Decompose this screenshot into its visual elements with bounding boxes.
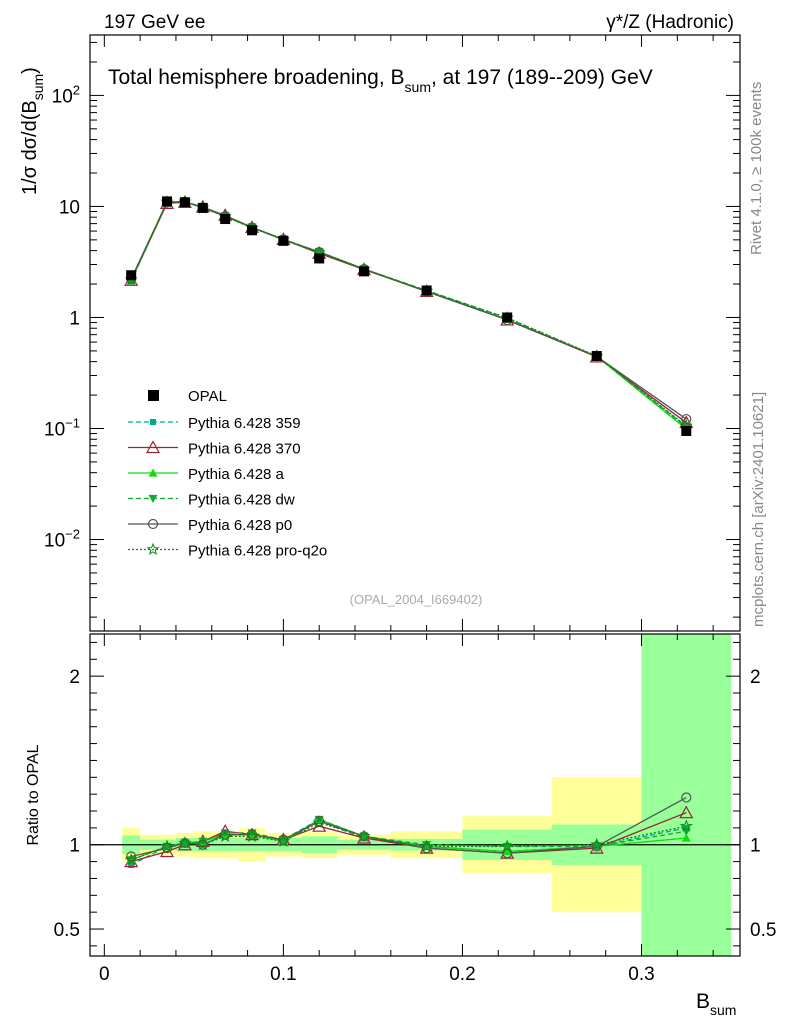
legend-entry-1: Pythia 6.428 370 [128, 440, 301, 458]
legend-label-4: Pythia 6.428 p0 [188, 517, 292, 534]
opal-data-point [220, 214, 231, 225]
ratio-tick-label-right: 1 [750, 836, 761, 857]
series-4-ratio-point [681, 792, 692, 803]
series-2-ratio-point [502, 846, 512, 856]
series-3-ratio-point [220, 829, 230, 838]
series-5-ratio-point [357, 829, 371, 842]
legend-entry-2: Pythia 6.428 a [128, 466, 285, 483]
ratio-plot-frame [89, 633, 741, 957]
series-3-ratio-point [247, 829, 257, 838]
opal-data-point [591, 350, 602, 361]
x-axis-label: Bsum [696, 990, 736, 1018]
series-5-ratio-point [590, 837, 604, 851]
series-3-ratio-point [314, 815, 324, 824]
opal-data-point [681, 425, 692, 436]
legend-label-2: Pythia 6.428 a [188, 466, 285, 483]
legend-marker-opal [148, 390, 159, 401]
series-5-ratio-point [160, 839, 174, 853]
legend-label-opal: OPAL [188, 388, 227, 405]
series-4-point [681, 413, 692, 425]
series-5-ratio-point [245, 829, 259, 843]
opal-data-point [358, 266, 369, 277]
ratio-tick-label: 0.5 [54, 920, 80, 941]
main-plot-frame [89, 34, 741, 632]
energy-label: 197 GeV ee [104, 12, 205, 33]
ratio-tick-label: 1 [69, 836, 80, 857]
series-5-ratio-point [312, 815, 326, 829]
y-axis-label: 1/σ dσ/d(Bsum) [19, 67, 46, 195]
y-tick-label: 10−1 [44, 415, 80, 440]
opal-data-point [197, 202, 208, 213]
legend-entry-3: Pythia 6.428 dw [128, 492, 295, 509]
x-tick-label: 0.1 [270, 964, 296, 985]
legend-label-5: Pythia 6.428 pro-q2o [188, 543, 327, 560]
legend-entry-0: Pythia 6.428 359 [128, 415, 301, 432]
rivet-label: Rivet 4.1.0, ≥ 100k events [748, 82, 765, 255]
legend-entry-opal: OPAL [148, 388, 227, 405]
ratio-tick-label: 2 [69, 667, 80, 688]
mcplots-label: mcplots.cern.ch [arXiv:2401.10621] [750, 392, 767, 627]
y-tick-label: 10−2 [44, 527, 80, 552]
series-5-ratio-point [124, 852, 138, 866]
opal-data-point [278, 235, 289, 246]
series-4-ratio-point [591, 841, 602, 852]
series-1-ratio-point [679, 805, 694, 819]
series-3-point [314, 248, 324, 257]
opal-data-point [247, 225, 258, 236]
series-4-ratio-point [161, 843, 173, 854]
series-4-ratio-point [126, 851, 137, 862]
series-3-ratio-point [278, 836, 288, 845]
opal-data-point [126, 270, 137, 281]
legend-marker-5 [146, 542, 160, 556]
series-5-ratio-point [196, 837, 210, 851]
y-tick-label: 1 [69, 308, 80, 329]
legend-marker-0 [150, 419, 156, 425]
opal-data-point [502, 312, 513, 323]
opal-data-point [314, 253, 325, 264]
opal-data-point [179, 197, 190, 208]
legend-marker-2 [148, 468, 158, 477]
series-5-ratio-point [419, 839, 434, 853]
legend-label-3: Pythia 6.428 dw [188, 492, 295, 509]
series-5-ratio-point [500, 839, 514, 853]
y-tick-label: 102 [52, 82, 80, 107]
series-4-ratio-point [421, 843, 432, 854]
opal-data-point [421, 285, 432, 296]
legend-marker-4 [147, 518, 159, 530]
legend-label-1: Pythia 6.428 370 [188, 441, 301, 458]
series-3-ratio-point [422, 841, 432, 850]
legend-entry-4: Pythia 6.428 p0 [128, 517, 292, 534]
legend-marker-1 [145, 440, 161, 454]
x-tick-label: 0.3 [628, 964, 654, 985]
legend-marker-3 [148, 494, 158, 503]
series-2-ratio-point [681, 833, 691, 842]
series-5-ratio-point [178, 836, 192, 849]
legend-label-0: Pythia 6.428 359 [188, 415, 301, 432]
ratio-band-inner [641, 634, 732, 956]
legend-entry-5: Pythia 6.428 pro-q2o [128, 543, 327, 560]
plot-title: Total hemisphere broadening, Bsum, at 19… [108, 66, 653, 95]
opal-data-point [161, 196, 172, 207]
x-tick-label: 0 [99, 964, 110, 985]
series-3-ratio-point [198, 837, 208, 846]
series-5-ratio-point [276, 834, 290, 847]
legend: OPAL Pythia 6.428 359 Pythia 6.428 370 Pyt… [128, 388, 327, 560]
y-tick-label: 10 [59, 197, 80, 218]
ratio-axis-label: Ratio to OPAL [25, 744, 42, 845]
ratio-tick-label-right: 0.5 [750, 920, 776, 941]
series-5-ratio-point [679, 819, 693, 832]
series-4-line [130, 201, 687, 420]
series-0-ratio-point [128, 861, 135, 868]
x-tick-label: 0.2 [449, 964, 475, 985]
ratio-tick-label-right: 2 [750, 667, 761, 688]
process-label: γ*/Z (Hadronic) [606, 12, 734, 33]
series-5-ratio-point [218, 829, 232, 842]
analysis-id: (OPAL_2004_I669402) [350, 592, 483, 607]
